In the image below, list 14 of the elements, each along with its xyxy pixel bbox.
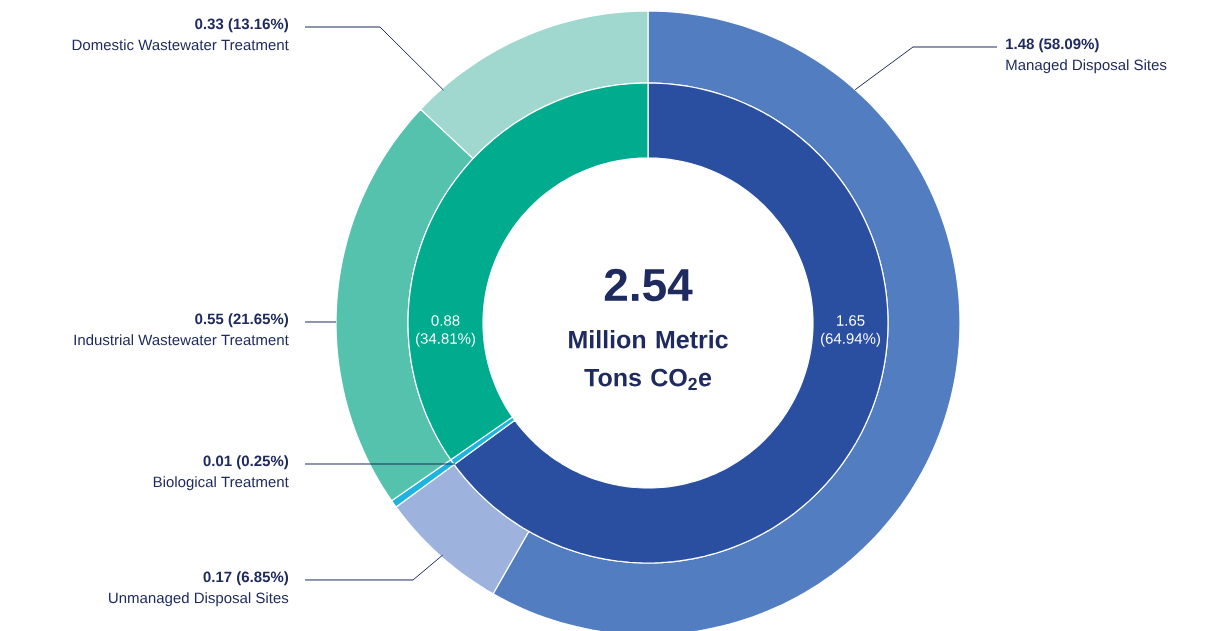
data-label: 0.33 (13.16%) bbox=[195, 18, 289, 33]
data-label: 1.48 (58.09%) bbox=[1006, 38, 1099, 53]
data-label: 1.65 (64.94%) bbox=[821, 315, 880, 347]
text: 2.54 bbox=[604, 268, 693, 302]
slice-label: Domestic Wastewater Treatment bbox=[72, 39, 289, 51]
slice-label: Biological Treatment bbox=[153, 476, 289, 491]
data-label: 0.01 (0.25%) bbox=[203, 455, 289, 470]
data-label: 0.88 (34.81%) bbox=[416, 315, 475, 347]
slice-label: Unmanaged Disposal Sites bbox=[109, 592, 289, 607]
data-label: 0.55 (21.65%) bbox=[195, 313, 289, 328]
text: Million Metric Tons CO$_{2}$e bbox=[569, 330, 728, 390]
slice-label: Managed Disposal Sites bbox=[1006, 59, 1167, 74]
slice-label: Industrial Wastewater Treatment bbox=[74, 334, 289, 346]
data-label: 0.17 (6.85%) bbox=[203, 571, 289, 586]
